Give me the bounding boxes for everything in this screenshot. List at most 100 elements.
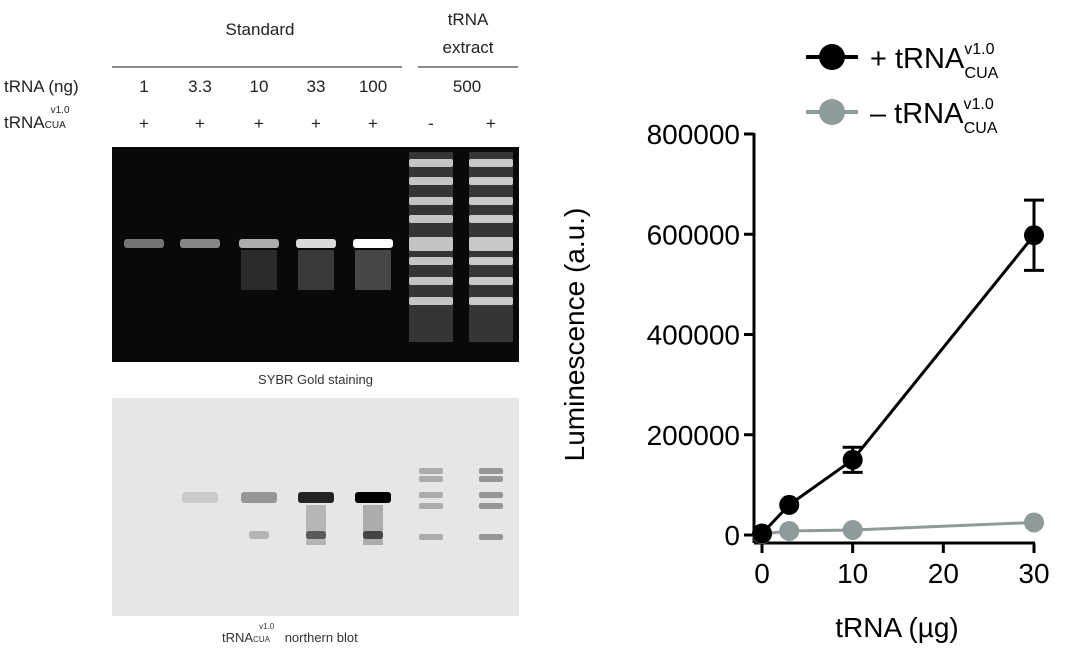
legend-label: – tRNAv1.0 CUA [870, 96, 998, 137]
y-axis-label: Luminescence (a.u.) [559, 208, 590, 462]
blot-band [298, 492, 334, 503]
blot-caption: tRNA v1.0 CUA northern blot [222, 622, 358, 645]
gel-band [469, 237, 513, 251]
gel-band [469, 159, 513, 167]
blot-caption-sup: v1.0 [259, 622, 275, 631]
plus-minus-mark: - [428, 114, 434, 133]
gel-band [409, 257, 453, 265]
plus-minus-mark: + [486, 114, 496, 133]
gel-band [409, 215, 453, 223]
legend-label-sup: v1.0 [964, 41, 994, 58]
amount-label: 100 [358, 77, 388, 96]
gel-caption: SYBR Gold staining [258, 372, 373, 387]
trna-ng-row-label: tRNA (ng) [4, 77, 79, 96]
blot-band [479, 534, 503, 540]
gel-band [409, 177, 453, 185]
gel-band [409, 297, 453, 305]
gel-band [469, 297, 513, 305]
gel-band [409, 159, 453, 167]
legend-marker [819, 99, 845, 125]
gel-band [409, 197, 453, 205]
y-tick-label: 400000 [647, 320, 740, 351]
blot-caption-sub: CUA [253, 635, 270, 644]
gel-band [124, 239, 164, 248]
series-line [761, 520, 1035, 536]
trna-cua-row-label-main: tRNA [4, 113, 45, 132]
trna-cua-row-label-sup: v1.0 [50, 105, 70, 116]
gel-band [469, 197, 513, 205]
blot-band [479, 468, 503, 474]
blot-band [249, 531, 269, 539]
data-point [842, 449, 863, 470]
blot-caption-tail: northern blot [284, 630, 358, 645]
gel-band [469, 257, 513, 265]
gel-band [409, 277, 453, 285]
blot-band [306, 531, 326, 539]
gel-smear [409, 152, 453, 342]
blot-band [419, 468, 443, 474]
chart-axes: 0 200000 400000 600000 800000 0 10 20 30 [647, 119, 1050, 589]
y-tick-label: 0 [724, 520, 740, 551]
extract-label-line2: extract [442, 38, 494, 57]
blot-band [479, 492, 503, 498]
gel-smear [298, 250, 334, 290]
blot-band [479, 503, 503, 509]
gel-lanes [124, 152, 513, 342]
gel-smear [355, 250, 391, 290]
data-point [1024, 225, 1044, 246]
gel-band [296, 239, 336, 248]
gel-band [469, 215, 513, 223]
blot-band [241, 492, 277, 503]
data-point [779, 494, 800, 515]
legend-label-main: – tRNA [870, 98, 964, 130]
amount-label: 1 [139, 77, 149, 96]
blot-band [355, 492, 391, 503]
legend-label-sub: CUA [965, 65, 999, 82]
legend-marker [819, 44, 845, 70]
amount-label: 10 [249, 77, 269, 96]
plus-minus-mark: + [254, 114, 264, 133]
x-axis-label: tRNA (µg) [835, 612, 958, 643]
trna-cua-row-label-sub: CUA [44, 120, 66, 131]
gel-smear [241, 250, 277, 290]
blot-band [182, 492, 218, 503]
blot-band [363, 531, 383, 539]
blot-band [419, 534, 443, 540]
y-tick-label: 800000 [647, 119, 740, 150]
gel-band [469, 277, 513, 285]
y-tick-label: 200000 [647, 420, 740, 451]
blot-smear [363, 505, 383, 545]
gel-band [353, 239, 393, 248]
amount-label: 33 [306, 77, 326, 96]
blot-band [479, 476, 503, 482]
x-tick-label: 20 [928, 558, 959, 589]
blot-band [419, 476, 443, 482]
x-tick-label: 0 [754, 558, 770, 589]
data-point [1024, 512, 1044, 533]
gel-band [180, 239, 220, 248]
amount-label: 3.3 [188, 77, 212, 96]
data-point [779, 520, 800, 541]
standard-bracket-line [112, 66, 402, 68]
gel-band [409, 237, 453, 251]
blot-lanes [182, 468, 503, 545]
extract-label-line1: tRNA [447, 10, 489, 29]
blot-band [419, 503, 443, 509]
sybr-gold-gel-image [112, 147, 519, 362]
plus-minus-mark: + [139, 114, 149, 133]
chart-series [752, 198, 1044, 544]
legend-label: + tRNAv1.0 CUA [870, 41, 999, 82]
extract-bracket-line [418, 66, 518, 68]
blot-caption-main: tRNA [222, 630, 254, 645]
amount-label: 500 [452, 77, 482, 96]
blot-band [419, 492, 443, 498]
series-line [760, 234, 1036, 535]
data-point [752, 523, 772, 544]
data-point [842, 519, 863, 540]
x-tick-label: 10 [837, 558, 868, 589]
gel-band [239, 239, 279, 248]
legend-label-main: + tRNA [870, 43, 965, 75]
trna-cua-row-label: tRNA v1.0 CUA [4, 105, 79, 133]
plus-minus-mark: + [311, 114, 321, 133]
gel-smear [469, 152, 513, 342]
